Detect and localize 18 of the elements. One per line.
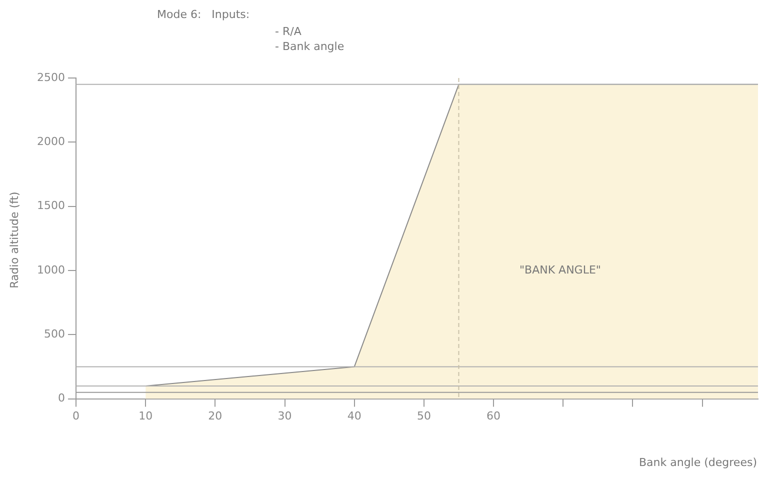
x-axis-title: Bank angle (degrees) — [638, 456, 757, 469]
y-tick-label: 1500 — [36, 199, 65, 212]
x-tick-label: 40 — [347, 409, 362, 422]
x-tick-label: 50 — [416, 409, 431, 422]
x-tick-label: 10 — [138, 409, 153, 422]
y-tick-label: 0 — [58, 392, 65, 405]
x-tick-label: 20 — [208, 409, 222, 422]
y-tick-label: 2000 — [36, 135, 65, 148]
y-tick-label: 1000 — [36, 263, 65, 276]
chart-title: Mode 6: Inputs: — [157, 8, 250, 21]
chart-subtitle: - R/A - Bank angle — [275, 24, 344, 54]
annotation: "BANK ANGLE" — [519, 263, 601, 276]
x-tick-label: 30 — [278, 409, 292, 422]
x-tick-label: 60 — [486, 409, 501, 422]
y-axis-title: Radio altitude (ft) — [7, 192, 20, 288]
y-tick-label: 2500 — [36, 70, 65, 84]
x-tick-label: 0 — [72, 409, 80, 422]
y-tick-label: 500 — [44, 328, 65, 340]
